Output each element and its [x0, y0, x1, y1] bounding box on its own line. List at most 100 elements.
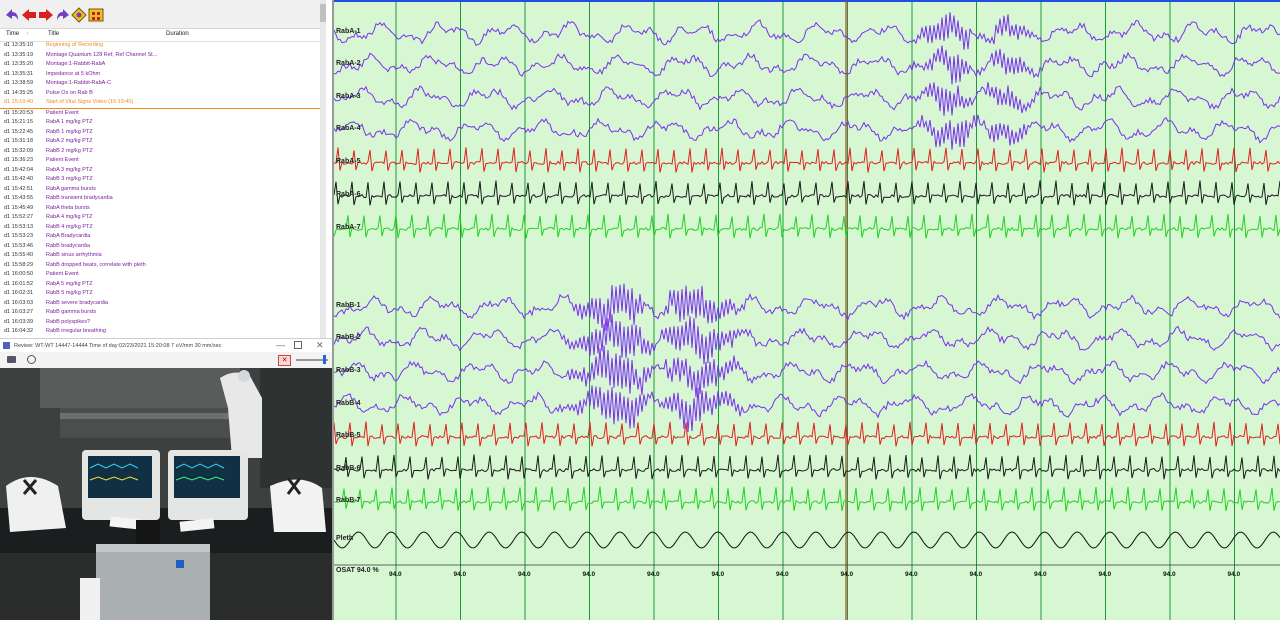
event-title: Montage:Quantum 128 Ref, Ref Channel St.…	[46, 51, 158, 58]
event-row[interactable]: d1 16:03:03 RabB severe bradycardia	[0, 299, 320, 309]
event-row[interactable]: d1 15:21:15 RabA 1 mg/kg PTZ	[0, 118, 320, 128]
event-row[interactable]: d1 16:03:27 RabB gamma bursts	[0, 308, 320, 318]
trace-rabb-5	[334, 421, 1280, 447]
event-row[interactable]: d1 15:42:40 RabB 3 mg/kg PTZ	[0, 175, 320, 185]
event-row[interactable]: d1 15:22:45 RabB 1 mg/kg PTZ	[0, 128, 320, 138]
zoom-icon[interactable]	[27, 355, 36, 364]
channel-label[interactable]: RabA-6	[336, 191, 361, 198]
event-time: d1 15:21:15	[4, 119, 34, 125]
event-title: RabA 5 mg/kg PTZ	[46, 280, 93, 287]
event-time: d1 16:03:27	[4, 309, 34, 315]
mute-icon[interactable]: ✕	[278, 355, 291, 366]
channel-label[interactable]: RabA-5	[336, 158, 361, 165]
event-row[interactable]: d1 15:31:18 RabA 2 mg/kg PTZ	[0, 137, 320, 147]
channel-label[interactable]: RabB-7	[336, 497, 361, 504]
event-time: d1 15:53:46	[4, 242, 34, 249]
event-row[interactable]: d1 13:35:31 Impedance at 5 kOhm	[0, 70, 320, 80]
camera-icon[interactable]	[7, 356, 16, 363]
osat-value: 94.0	[518, 571, 531, 578]
undo-arrow-icon[interactable]	[4, 7, 20, 23]
event-time: d1 13:35:10	[4, 42, 34, 48]
column-title[interactable]: Title	[48, 31, 60, 37]
event-row[interactable]: d1 15:52:27 RabA 4 mg/kg PTZ	[0, 213, 320, 223]
event-time: d1 15:58:29	[4, 261, 34, 268]
channel-label[interactable]: RabB-1	[336, 302, 361, 309]
column-time[interactable]: Time	[6, 31, 20, 37]
event-time: d1 15:53:23	[4, 233, 34, 239]
event-row[interactable]: d1 16:01:52 RabA 5 mg/kg PTZ	[0, 280, 320, 290]
event-title: RabB sinus arrhythmia	[46, 252, 102, 258]
osat-value: 94.0	[1163, 571, 1176, 578]
event-row[interactable]: d1 15:53:46 RabB bradycardia	[0, 242, 320, 252]
channel-label[interactable]: RabB-6	[336, 465, 361, 472]
event-title: RabA 1 mg/kg PTZ	[46, 119, 93, 125]
event-row[interactable]: d1 16:02:31 RabB 5 mg/kg PTZ	[0, 289, 320, 299]
trace-rabb-3	[334, 345, 1280, 398]
vertical-scrollbar[interactable]	[320, 0, 326, 340]
osat-value: 94.0	[389, 571, 402, 578]
event-row[interactable]: d1 15:53:13 RabB 4 mg/kg PTZ	[0, 223, 320, 233]
trace-rabb-2	[334, 314, 1280, 365]
osat-value: 94.0	[711, 571, 725, 578]
event-row[interactable]: d1 15:42:04 RabA 3 mg/kg PTZ	[0, 166, 320, 176]
video-frame[interactable]	[0, 368, 332, 620]
channel-label[interactable]: Pleth	[336, 535, 354, 542]
channel-label[interactable]: RabA-2	[336, 60, 361, 67]
volume-slider-thumb[interactable]	[323, 355, 326, 364]
osat-value: 94.0	[1034, 571, 1047, 578]
event-time: d1 16:03:39	[4, 318, 34, 325]
channel-label[interactable]: RabB-5	[336, 432, 361, 439]
event-row[interactable]: d1 15:43:55 RabB transient bradycardia	[0, 194, 320, 204]
event-row[interactable]: d1 16:04:32 RabB irregular breathing	[0, 327, 320, 337]
event-list: d1 13:35:10 Beginning of Recording d1 13:3…	[0, 41, 320, 337]
event-panel: Time ↑ Title Duration d1 13:35:10 Beginni…	[0, 0, 332, 620]
trace-raba-1	[334, 12, 1280, 50]
channel-label[interactable]: RabB-3	[336, 367, 361, 374]
trace-raba-5	[334, 147, 1280, 173]
event-row[interactable]: d1 13:35:10 Beginning of Recording	[0, 41, 320, 51]
channel-label[interactable]: RabA-4	[336, 125, 361, 132]
event-row[interactable]: d1 15:45:49 RabA theta bursts	[0, 204, 320, 214]
minimize-icon[interactable]: —	[276, 340, 285, 350]
event-row[interactable]: d1 16:00:50 Patient Event	[0, 270, 320, 280]
event-row[interactable]: d1 13:38:59 Montage:1-Rabbit-RabA-C	[0, 79, 320, 89]
volume-slider[interactable]	[296, 359, 328, 361]
close-icon[interactable]: ✕	[316, 340, 324, 350]
event-row[interactable]: d1 15:53:23 RabA Bradycardia	[0, 232, 320, 242]
maximize-icon[interactable]	[294, 341, 302, 349]
event-time: d1 15:32:09	[4, 147, 34, 154]
event-row[interactable]: d1 13:35:20 Montage:1-Rabbit-RabA	[0, 60, 320, 70]
event-row[interactable]: d1 15:32:09 RabB 2 mg/kg PTZ	[0, 147, 320, 157]
event-title: RabA gamma bursts	[46, 185, 96, 192]
event-time: d1 15:22:45	[4, 128, 34, 135]
event-time: d1 15:36:23	[4, 157, 34, 163]
grid-icon[interactable]	[88, 7, 104, 23]
channel-label[interactable]: RabA-7	[336, 224, 361, 231]
event-title: Patient Event	[46, 109, 79, 116]
event-row[interactable]: d1 15:20:53 Patient Event	[0, 109, 320, 119]
event-title: RabB bradycardia	[46, 242, 91, 249]
event-time: d1 15:42:51	[4, 185, 34, 192]
video-toolbar: ✕	[0, 352, 332, 369]
event-row[interactable]: d1 16:03:39 RabB polyspikes?	[0, 318, 320, 328]
eeg-waveform-view[interactable]: RabA-1 RabA-2 RabA-3 RabA-4 RabA-5 RabA-6 RabA…	[332, 0, 1280, 620]
event-row[interactable]: d1 15:58:29 RabB dropped beats, correlate…	[0, 261, 320, 271]
column-duration[interactable]: Duration	[166, 31, 189, 37]
event-title: RabB 3 mg/kg PTZ	[46, 176, 93, 182]
left-arrow-icon[interactable]	[21, 7, 37, 23]
channel-label[interactable]: RabA-3	[336, 93, 361, 100]
channel-label[interactable]: RabB-4	[336, 400, 361, 407]
event-row[interactable]: d1 14:35:25 Pulse Ox on Rab B	[0, 89, 320, 99]
event-title: RabB irregular breathing	[46, 328, 106, 334]
event-row[interactable]: d1 15:55:40 RabB sinus arrhythmia	[0, 251, 320, 261]
event-row[interactable]: d1 15:19:40 Start of Vital Signs Video (1…	[0, 98, 320, 109]
right-arrow-icon[interactable]	[38, 7, 54, 23]
channel-label[interactable]: RabB-2	[336, 334, 361, 341]
event-row[interactable]: d1 13:35:19 Montage:Quantum 128 Ref, Ref …	[0, 51, 320, 61]
redo-arrow-icon[interactable]	[55, 7, 71, 23]
event-row[interactable]: d1 15:42:51 RabA gamma bursts	[0, 185, 320, 195]
trace-rabb-7	[334, 486, 1280, 512]
tools-icon[interactable]	[71, 7, 87, 23]
channel-label[interactable]: RabA-1	[336, 28, 361, 35]
event-row[interactable]: d1 15:36:23 Patient Event	[0, 156, 320, 166]
